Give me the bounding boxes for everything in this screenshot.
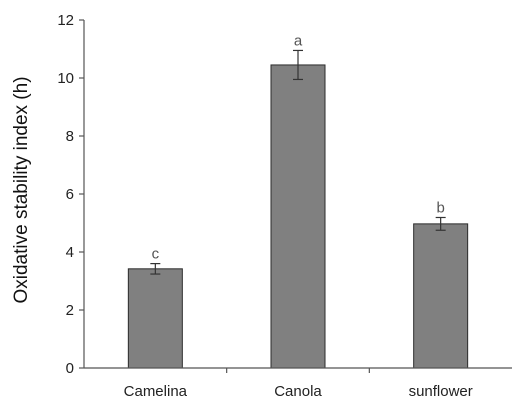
bar-sunflower	[413, 223, 469, 369]
y-tick-label: 2	[66, 302, 74, 319]
significance-label-sunflower: b	[436, 199, 444, 216]
significance-label-canola: a	[294, 32, 303, 49]
significance-label-camelina: c	[152, 246, 160, 263]
bars-group: c a b	[127, 32, 469, 369]
bar-camelina	[127, 268, 183, 369]
y-tick-label: 4	[66, 244, 74, 261]
y-tick-label: 6	[66, 186, 74, 203]
y-axis-title: Oxidative stability index (h)	[11, 76, 32, 303]
category-label-camelina: Camelina	[124, 383, 188, 400]
y-tick-label: 10	[57, 70, 74, 87]
x-axis-labels: Camelina Canola sunflower	[124, 368, 473, 400]
category-label-canola: Canola	[274, 383, 322, 400]
bar-canola	[270, 64, 326, 369]
y-axis-ticks: 0 2 4 6 8 10 12	[57, 12, 84, 377]
category-label-sunflower: sunflower	[409, 383, 473, 400]
y-tick-label: 12	[57, 12, 74, 29]
y-tick-label: 8	[66, 128, 74, 145]
y-tick-label: 0	[66, 360, 74, 377]
